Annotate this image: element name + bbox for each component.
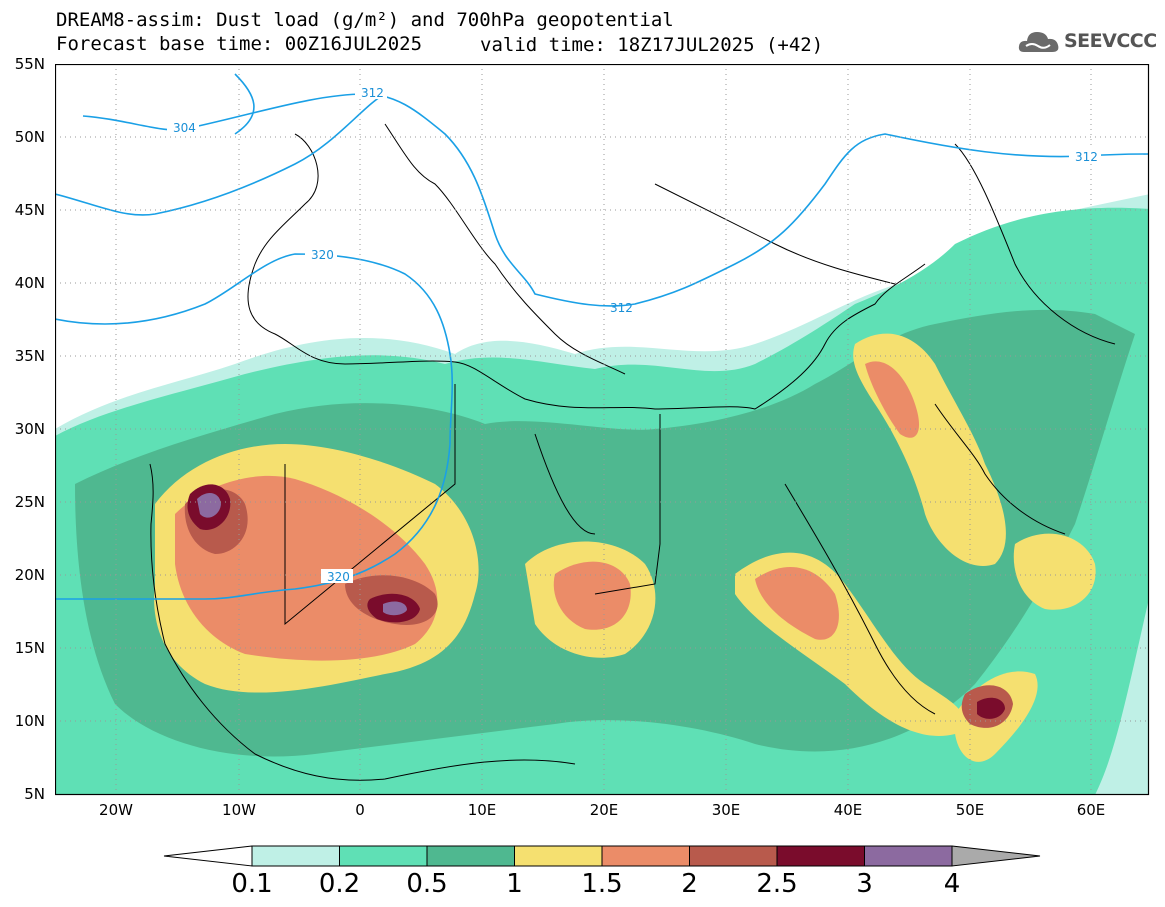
dust-load-map: 304 312 320 312 312 320 [55, 64, 1150, 796]
lat-label: 10N [14, 712, 45, 730]
lat-label: 15N [14, 639, 45, 657]
colorbar [163, 845, 1041, 867]
lat-label: 55N [14, 55, 45, 73]
lon-label: 10W [222, 801, 256, 819]
lat-label: 45N [14, 201, 45, 219]
lon-label: 0 [355, 801, 365, 819]
colorbar-box [864, 845, 953, 867]
colorbar-level-label: 4 [943, 869, 961, 899]
colorbar-box [251, 845, 340, 867]
contour-label-312-north: 312 [361, 86, 384, 100]
lat-label: 30N [14, 420, 45, 438]
colorbar-box [776, 845, 865, 867]
lon-label: 20W [99, 801, 133, 819]
colorbar-under-arrow [163, 845, 253, 867]
map-title: DREAM8-assim: Dust load (g/m²) and 700hP… [56, 9, 674, 31]
dust-contour-1.5-redsea [755, 567, 839, 640]
logo-text: SEEVCCC [1064, 30, 1157, 52]
colorbar-level-label: 2 [681, 869, 698, 899]
lon-label: 40E [833, 801, 863, 819]
dust-contour-1-oman [1013, 533, 1096, 610]
lat-label: 50N [14, 128, 45, 146]
lat-label: 20N [14, 566, 45, 584]
contour-label-312-east: 312 [1075, 150, 1098, 164]
lat-label: 5N [24, 785, 45, 803]
dust-contour-1.5-center [553, 561, 631, 630]
lat-label: 25N [14, 493, 45, 511]
dust-contour-1.5-gulf [865, 361, 920, 438]
lon-label: 60E [1076, 801, 1106, 819]
lon-label: 10E [467, 801, 497, 819]
colorbar-box [339, 845, 428, 867]
colorbar-level-label: 1 [506, 869, 523, 899]
colorbar-level-label: 2.5 [756, 869, 798, 899]
lon-label: 30E [711, 801, 741, 819]
seevccc-logo: SEEVCCC [1016, 22, 1157, 62]
colorbar-over-arrow [951, 845, 1041, 867]
contour-label-312-greece: 312 [610, 301, 633, 315]
lat-label: 40N [14, 274, 45, 292]
map-frame [55, 64, 1150, 796]
contour-label-320-north: 320 [311, 248, 334, 262]
lon-label: 20E [589, 801, 619, 819]
dust-contour-3-mauritania [197, 492, 221, 518]
cloud-logo-icon [1018, 32, 1059, 52]
colorbar-box [601, 845, 690, 867]
graticule [55, 64, 1149, 795]
lon-label: 50E [955, 801, 985, 819]
colorbar-level-label: 0.1 [231, 869, 273, 899]
valid-time: valid time: 18Z17JUL2025 (+42) [480, 34, 824, 56]
forecast-base-time: Forecast base time: 00Z16JUL2025 [56, 33, 423, 55]
geopotential-contours [55, 73, 1149, 600]
colorbar-level-label: 0.2 [318, 869, 361, 899]
colorbar-level-label: 1.5 [581, 869, 623, 899]
colorbar-box [514, 845, 603, 867]
lat-label: 35N [14, 347, 45, 365]
colorbar-level-label: 0.5 [406, 869, 448, 899]
dust-contour-3-niger [383, 601, 407, 616]
coastlines [149, 123, 1116, 781]
contour-label-320-sahara: 320 [327, 570, 350, 584]
colorbar-box [426, 845, 515, 867]
colorbar-box [689, 845, 778, 867]
contour-label-304: 304 [173, 121, 196, 135]
colorbar-level-label: 3 [856, 869, 873, 899]
dust-contour-2.5-yemen [977, 697, 1005, 719]
